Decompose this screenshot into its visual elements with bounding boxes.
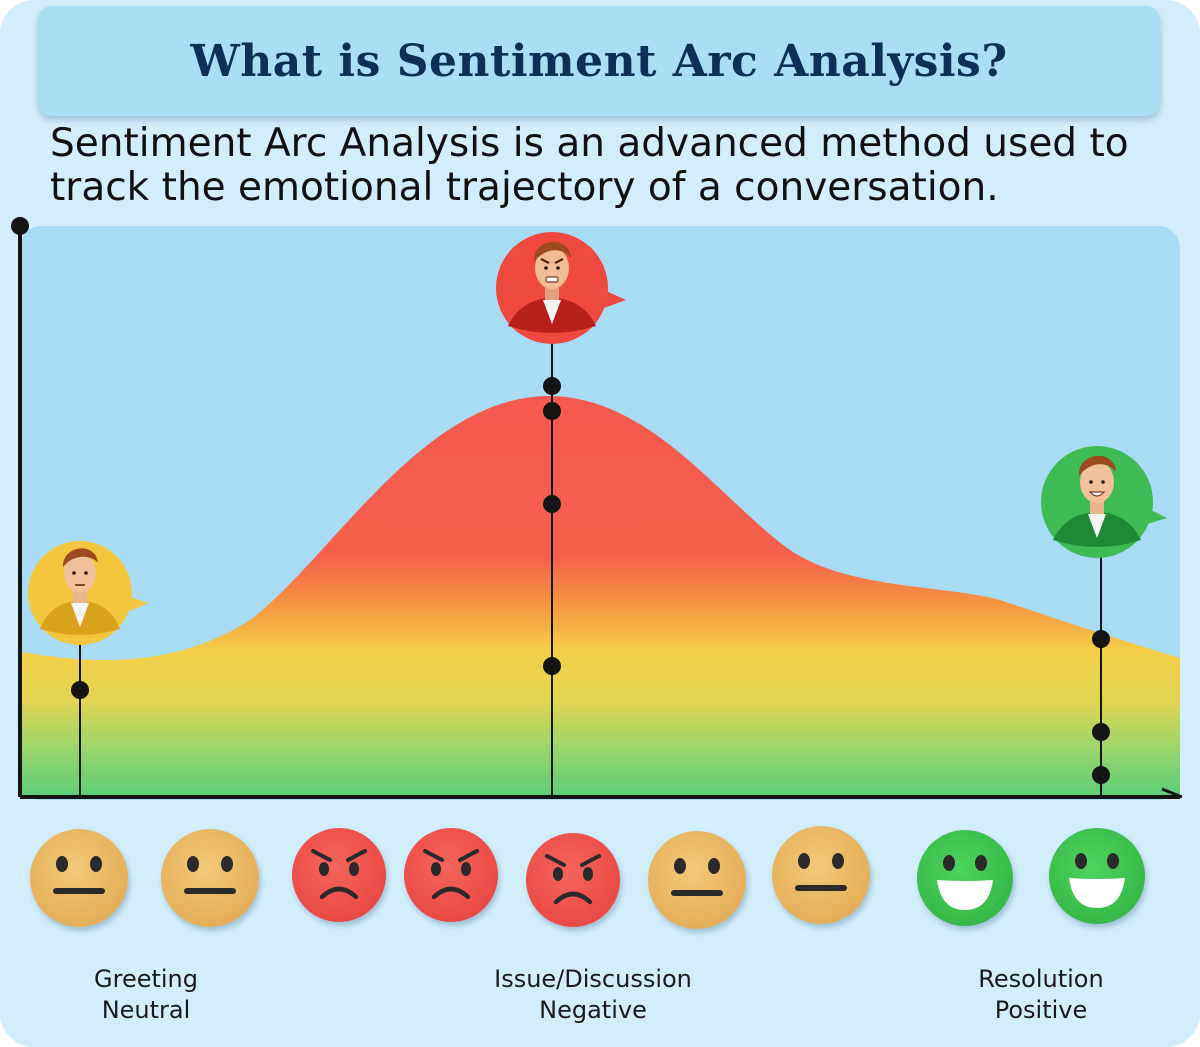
greeting-phase-label: Greeting Neutral xyxy=(16,964,276,1026)
greeting-dot xyxy=(71,681,89,699)
neutral-face-icon xyxy=(161,829,259,927)
issue-dot xyxy=(543,657,561,675)
happy-face-icon xyxy=(917,830,1013,926)
phase-name: Resolution xyxy=(978,965,1104,993)
x-axis-arrow xyxy=(1161,787,1183,799)
phase-sentiment: Positive xyxy=(994,996,1088,1024)
angry-person-icon xyxy=(496,232,626,344)
resolution-phase-label: Resolution Positive xyxy=(911,964,1171,1026)
happy-face-icon xyxy=(1049,828,1145,924)
angry-face-icon xyxy=(404,828,498,922)
sentiment-arc-area xyxy=(22,395,1180,797)
neutral-face-icon xyxy=(30,829,128,927)
issue-dot xyxy=(543,377,561,395)
resolution-dot xyxy=(1092,630,1110,648)
neutral-person-icon xyxy=(28,541,148,645)
angry-face-icon xyxy=(526,833,620,927)
issue-dot xyxy=(543,402,561,420)
neutral-face-icon xyxy=(648,831,746,929)
intro-text: Sentiment Arc Analysis is an advanced me… xyxy=(50,121,1129,210)
happy-person-icon xyxy=(1041,446,1167,558)
phase-sentiment: Negative xyxy=(539,996,647,1024)
page-title: What is Sentiment Arc Analysis? xyxy=(190,36,1008,87)
resolution-dot xyxy=(1092,723,1110,741)
resolution-dot xyxy=(1092,766,1110,784)
title-banner: What is Sentiment Arc Analysis? xyxy=(38,6,1160,116)
angry-face-icon xyxy=(292,828,386,922)
issue-phase-label: Issue/Discussion Negative xyxy=(443,964,743,1026)
phase-name: Greeting xyxy=(94,965,198,993)
y-axis-endpoint xyxy=(11,217,29,235)
phase-name: Issue/Discussion xyxy=(494,965,692,993)
issue-dot xyxy=(543,495,561,513)
phase-sentiment: Neutral xyxy=(101,996,191,1024)
neutral-face-icon xyxy=(772,826,870,924)
